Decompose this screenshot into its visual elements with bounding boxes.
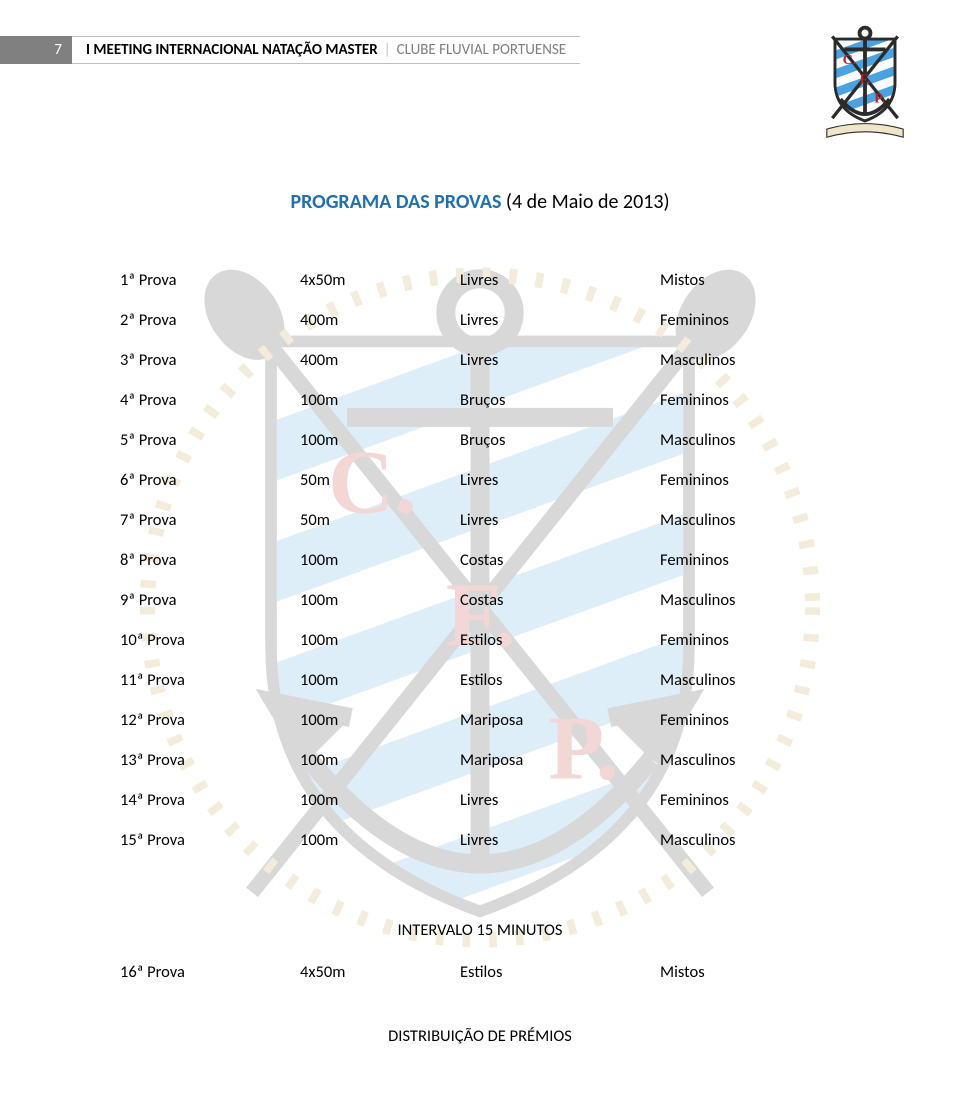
table-row: 12ª Prova100mMariposaFemininos: [120, 700, 840, 740]
prova-stroke: Livres: [460, 790, 660, 810]
prova-stroke: Livres: [460, 350, 660, 370]
prova-dist: 4x50m: [300, 270, 460, 290]
table-row: 6ª Prova50mLivresFemininos: [120, 460, 840, 500]
prova-cat: Masculinos: [660, 510, 840, 530]
table-row-16: 16ª Prova 4x50m Estilos Mistos: [120, 962, 840, 982]
prova-num: 12ª Prova: [120, 710, 300, 730]
prova-stroke: Livres: [460, 830, 660, 850]
prova-cat: Mistos: [660, 270, 840, 290]
header-title: I MEETING INTERNACIONAL NATAÇÃO MASTER |…: [72, 36, 580, 64]
page-number: 7: [0, 36, 72, 64]
prova-cat: Masculinos: [660, 670, 840, 690]
prova-num: 7ª Prova: [120, 510, 300, 530]
prova-dist: 100m: [300, 550, 460, 570]
club-logo: C. F. P.: [810, 20, 920, 140]
table-row: 8ª Prova100mCostasFemininos: [120, 540, 840, 580]
prova-dist: 100m: [300, 670, 460, 690]
prova-cat: Masculinos: [660, 750, 840, 770]
prova-cat: Masculinos: [660, 430, 840, 450]
footer-text: DISTRIBUIÇÃO DE PRÉMIOS: [0, 1026, 960, 1046]
page-header: 7 I MEETING INTERNACIONAL NATAÇÃO MASTER…: [0, 36, 580, 64]
prova-num: 10ª Prova: [120, 630, 300, 650]
prova-num: 4ª Prova: [120, 390, 300, 410]
table-row: 14ª Prova100mLivresFemininos: [120, 780, 840, 820]
section-title-rest: (4 de Maio de 2013): [501, 190, 669, 214]
prova-dist: 4x50m: [300, 962, 460, 982]
prova-cat: Femininos: [660, 550, 840, 570]
table-row: 11ª Prova100mEstilosMasculinos: [120, 660, 840, 700]
table-row: 2ª Prova400mLivresFemininos: [120, 300, 840, 340]
prova-dist: 400m: [300, 310, 460, 330]
svg-text:P.: P.: [874, 90, 885, 106]
prova-cat: Femininos: [660, 470, 840, 490]
prova-stroke: Mariposa: [460, 750, 660, 770]
prova-cat: Femininos: [660, 310, 840, 330]
prova-num: 8ª Prova: [120, 550, 300, 570]
prova-dist: 100m: [300, 630, 460, 650]
svg-text:C.: C.: [843, 52, 857, 68]
prova-num: 14ª Prova: [120, 790, 300, 810]
header-title-bold: I MEETING INTERNACIONAL NATAÇÃO MASTER: [86, 41, 378, 59]
prova-stroke: Bruços: [460, 430, 660, 450]
prova-stroke: Mariposa: [460, 710, 660, 730]
table-row: 4ª Prova100mBruçosFemininos: [120, 380, 840, 420]
prova-cat: Mistos: [660, 962, 840, 982]
prova-num: 2ª Prova: [120, 310, 300, 330]
prova-dist: 100m: [300, 590, 460, 610]
table-row: 10ª Prova100mEstilosFemininos: [120, 620, 840, 660]
prova-dist: 100m: [300, 710, 460, 730]
prova-num: 3ª Prova: [120, 350, 300, 370]
prova-cat: Femininos: [660, 790, 840, 810]
prova-stroke: Estilos: [460, 630, 660, 650]
prova-stroke: Livres: [460, 270, 660, 290]
prova-num: 1ª Prova: [120, 270, 300, 290]
prova-dist: 50m: [300, 470, 460, 490]
prova-num: 5ª Prova: [120, 430, 300, 450]
prova-stroke: Estilos: [460, 670, 660, 690]
table-row: 15ª Prova100mLivresMasculinos: [120, 820, 840, 860]
prova-cat: Masculinos: [660, 590, 840, 610]
section-title: PROGRAMA DAS PROVAS (4 de Maio de 2013): [0, 190, 960, 214]
prova-dist: 100m: [300, 750, 460, 770]
table-row: 1ª Prova4x50mLivresMistos: [120, 260, 840, 300]
prova-cat: Masculinos: [660, 350, 840, 370]
prova-cat: Femininos: [660, 710, 840, 730]
prova-stroke: Estilos: [460, 962, 660, 982]
prova-num: 9ª Prova: [120, 590, 300, 610]
provas-table: 1ª Prova4x50mLivresMistos 2ª Prova400mLi…: [120, 260, 840, 860]
prova-dist: 50m: [300, 510, 460, 530]
prova-num: 15ª Prova: [120, 830, 300, 850]
prova-cat: Masculinos: [660, 830, 840, 850]
prova-stroke: Bruços: [460, 390, 660, 410]
prova-cat: Femininos: [660, 630, 840, 650]
prova-stroke: Livres: [460, 470, 660, 490]
prova-num: 13ª Prova: [120, 750, 300, 770]
prova-dist: 400m: [300, 350, 460, 370]
prova-stroke: Costas: [460, 590, 660, 610]
header-sep: |: [384, 41, 391, 59]
prova-num: 6ª Prova: [120, 470, 300, 490]
prova-stroke: Costas: [460, 550, 660, 570]
prova-dist: 100m: [300, 390, 460, 410]
prova-num: 11ª Prova: [120, 670, 300, 690]
table-row: 9ª Prova100mCostasMasculinos: [120, 580, 840, 620]
table-row: 5ª Prova100mBruçosMasculinos: [120, 420, 840, 460]
section-title-blue: PROGRAMA DAS PROVAS: [290, 190, 501, 214]
prova-cat: Femininos: [660, 390, 840, 410]
prova-stroke: Livres: [460, 310, 660, 330]
table-row: 13ª Prova100mMariposaMasculinos: [120, 740, 840, 780]
prova-dist: 100m: [300, 830, 460, 850]
interval-text: INTERVALO 15 MINUTOS: [0, 920, 960, 940]
prova-num: 16ª Prova: [120, 962, 300, 982]
prova-dist: 100m: [300, 430, 460, 450]
table-row: 3ª Prova400mLivresMasculinos: [120, 340, 840, 380]
table-row: 7ª Prova50mLivresMasculinos: [120, 500, 840, 540]
svg-text:F.: F.: [860, 71, 871, 87]
header-title-light: CLUBE FLUVIAL PORTUENSE: [397, 41, 566, 59]
prova-dist: 100m: [300, 790, 460, 810]
prova-stroke: Livres: [460, 510, 660, 530]
